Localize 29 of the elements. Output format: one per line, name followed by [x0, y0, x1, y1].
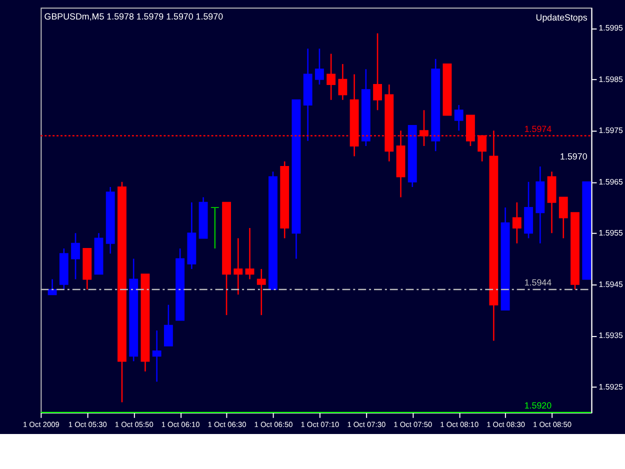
- candlestick: [210, 206, 220, 250]
- y-tick-label: 1.5965: [598, 177, 624, 186]
- candlestick: [71, 232, 80, 280]
- candlestick: [152, 330, 162, 382]
- y-tick-label: 1.5975: [598, 126, 624, 136]
- candlestick: [338, 63, 348, 101]
- annotation: UpdateStops: [536, 12, 588, 23]
- annotation: 1.5970: [560, 151, 588, 162]
- candlestick: [373, 32, 382, 111]
- candlestick: [558, 196, 568, 239]
- ref-line-label: 1.5920: [524, 400, 552, 410]
- y-tick-label: 1.5935: [598, 331, 624, 340]
- y-tick-label: 1.5925: [598, 382, 624, 392]
- chart-title: GBPUSDm,M5 1.5978 1.5979 1.5970 1.5970: [44, 12, 224, 22]
- y-tick-label: 1.5945: [598, 280, 624, 289]
- candlestick: [245, 227, 254, 280]
- ref-line-label: 1.5974: [524, 124, 552, 134]
- y-tick-label: 1.5995: [598, 24, 624, 33]
- candlestick: [234, 238, 243, 296]
- candlestick: [512, 202, 522, 244]
- candlestick: [314, 48, 324, 86]
- candlestick: [164, 304, 173, 346]
- candlestick: [48, 278, 57, 296]
- y-tick-label: 1.5985: [598, 74, 624, 84]
- candlestick: [326, 53, 336, 101]
- y-tick-label: 1.5955: [598, 228, 624, 238]
- candlestick: [454, 104, 464, 132]
- ref-line-label: 1.5944: [524, 278, 552, 288]
- candlestick: [256, 268, 266, 316]
